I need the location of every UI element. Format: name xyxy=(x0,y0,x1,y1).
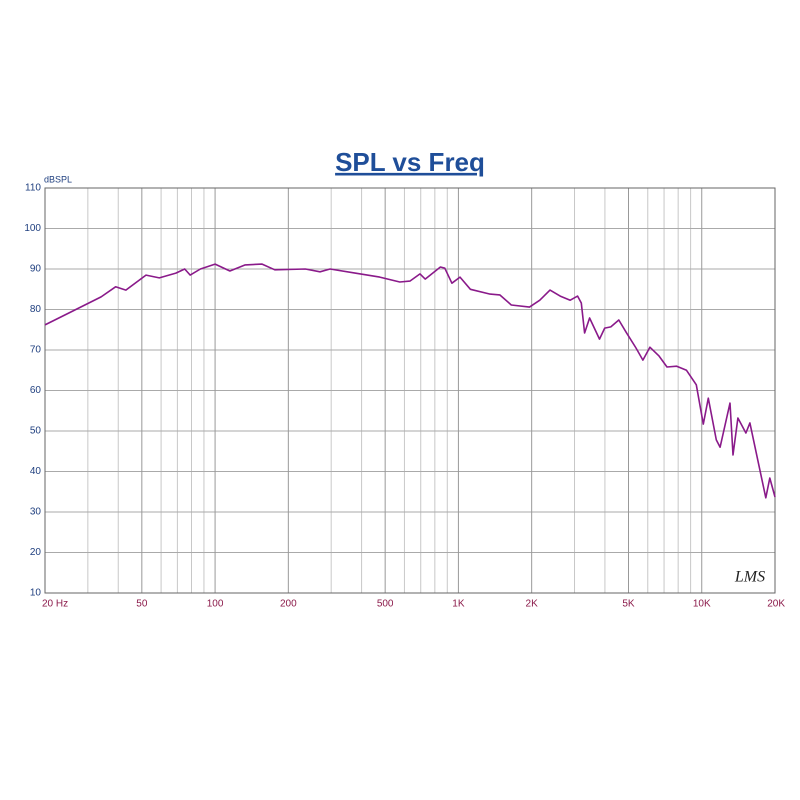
y-tick-label: 70 xyxy=(30,345,42,356)
y-tick-label: 80 xyxy=(30,304,42,315)
x-tick-label: 20K xyxy=(767,599,785,610)
plot-frame xyxy=(44,187,776,594)
y-tick-label: 90 xyxy=(30,264,42,275)
y-tick-label: 30 xyxy=(30,507,42,518)
y-tick-label: 40 xyxy=(30,466,42,477)
y-axis-label: dBSPL xyxy=(44,174,72,184)
y-tick-label: 10 xyxy=(30,588,42,599)
chart-title: SPL vs Freq xyxy=(335,147,485,177)
y-tick-label: 20 xyxy=(30,547,42,558)
x-tick-label: 1K xyxy=(452,599,465,610)
y-tick-label: 50 xyxy=(30,426,42,437)
y-tick-label: 60 xyxy=(30,385,42,396)
x-tick-label: 500 xyxy=(377,599,394,610)
x-tick-label: 10K xyxy=(693,599,711,610)
x-tick-label: 100 xyxy=(207,599,224,610)
y-tick-label: 100 xyxy=(24,223,41,234)
x-tick-label: 200 xyxy=(280,599,297,610)
x-tick-label: 20 Hz xyxy=(42,599,68,610)
x-tick-label: 5K xyxy=(622,599,635,610)
y-tick-label: 110 xyxy=(25,183,41,194)
x-tick-label: 50 xyxy=(136,599,148,610)
watermark: LMS xyxy=(734,569,765,586)
x-tick-label: 2K xyxy=(526,599,539,610)
series-line xyxy=(44,263,776,499)
